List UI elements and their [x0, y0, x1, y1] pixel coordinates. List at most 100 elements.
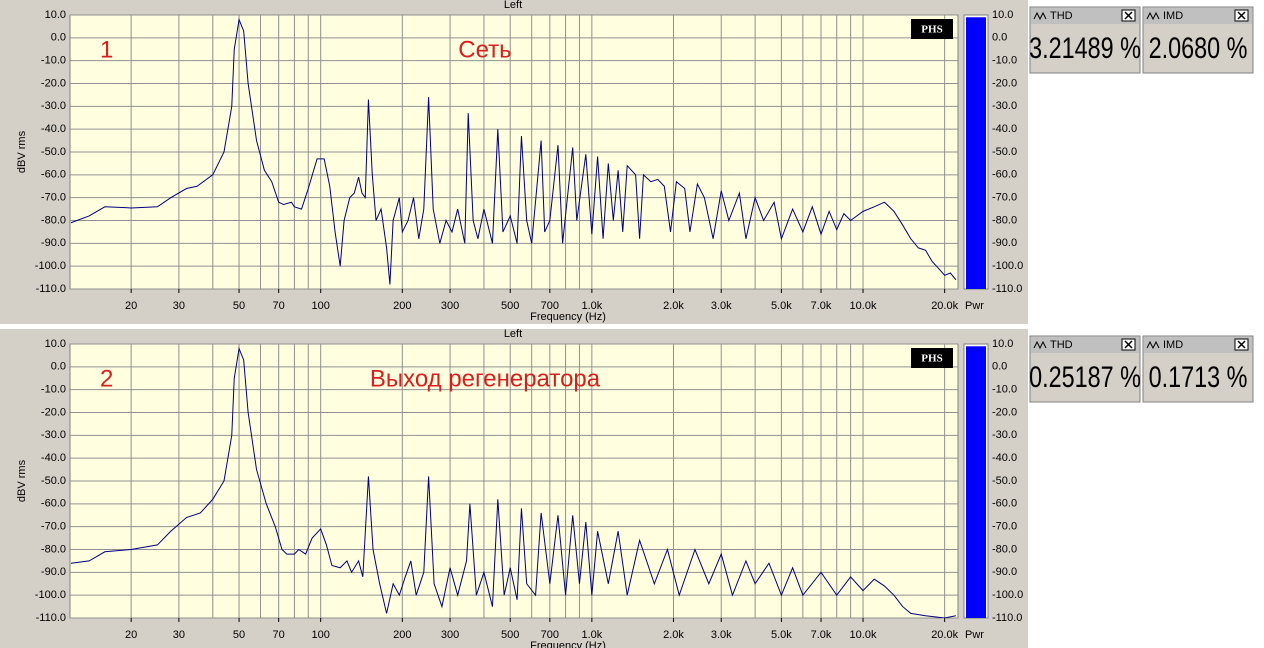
meter-tick-label: -50.0	[992, 475, 1017, 487]
x-tick-label: 5.0k	[771, 629, 792, 641]
readout-icon	[1033, 340, 1047, 350]
readout-value: 0.1713 %	[1149, 360, 1248, 393]
meter-tick-label: -70.0	[992, 192, 1017, 204]
x-tick-label: 700	[541, 629, 559, 641]
meter-tick-label: -10.0	[992, 384, 1017, 396]
annotation: Сеть	[458, 36, 511, 63]
x-tick-label: 700	[541, 300, 559, 312]
x-tick-label: 2.0k	[663, 629, 684, 641]
readout-title: IMD	[1163, 339, 1183, 351]
x-tick-label: 3.0k	[711, 300, 732, 312]
y-tick-label: -40.0	[41, 123, 66, 135]
close-icon	[1237, 11, 1246, 20]
meter-tick-label: -10.0	[992, 55, 1017, 67]
readout-icon	[1033, 11, 1047, 21]
x-tick-label: 20	[125, 300, 137, 312]
meter-tick-label: -50.0	[992, 146, 1017, 158]
x-tick-label: 10.0k	[850, 300, 877, 312]
meter-tick-label: -90.0	[992, 566, 1017, 578]
x-tick-label: 30	[173, 629, 185, 641]
readout-icon	[1146, 11, 1160, 21]
x-tick-label: 20.0k	[931, 300, 958, 312]
x-tick-label: 1.0k	[581, 300, 602, 312]
y-tick-label: -110.0	[36, 283, 66, 295]
x-tick-label: 100	[312, 629, 330, 641]
meter-tick-label: -60.0	[992, 169, 1017, 181]
meter-label: Pwr	[965, 629, 984, 641]
x-tick-label: 2.0k	[663, 300, 684, 312]
x-tick-label: 7.0k	[811, 300, 832, 312]
y-tick-label: -100.0	[35, 260, 66, 272]
y-tick-label: -10.0	[41, 384, 66, 396]
y-tick-label: 10.0	[45, 9, 66, 21]
close-icon	[1237, 340, 1246, 349]
y-tick-label: -30.0	[41, 100, 66, 112]
readout-header	[1144, 8, 1252, 24]
meter-tick-label: -20.0	[992, 77, 1017, 89]
y-tick-label: -90.0	[41, 237, 66, 249]
spectrum-line	[70, 346, 956, 618]
x-axis-label: Frequency (Hz)	[530, 311, 606, 323]
annotation: 1	[100, 36, 113, 63]
meter-tick-label: -40.0	[992, 123, 1017, 135]
logo-box	[911, 19, 953, 39]
y-tick-label: 0.0	[51, 361, 66, 373]
meter-tick-label: -100.0	[992, 589, 1023, 601]
meter-tick-label: -100.0	[992, 260, 1023, 272]
meter-tick-label: -20.0	[992, 406, 1017, 418]
meter-tick-label: 0.0	[992, 361, 1007, 373]
x-tick-label: 70	[273, 629, 285, 641]
y-tick-label: 10.0	[45, 338, 66, 350]
y-tick-label: -60.0	[41, 498, 66, 510]
meter-tick-label: 0.0	[992, 32, 1007, 44]
y-tick-label: -70.0	[41, 192, 66, 204]
readout-title: THD	[1050, 339, 1073, 351]
x-tick-label: 30	[173, 300, 185, 312]
readout-header	[1144, 337, 1252, 353]
close-icon	[1124, 11, 1133, 20]
y-tick-label: -40.0	[41, 452, 66, 464]
x-tick-label: 500	[501, 300, 519, 312]
meter-tick-label: -110.0	[992, 612, 1022, 624]
y-tick-label: -20.0	[41, 77, 66, 89]
meter-tick-label: -90.0	[992, 237, 1017, 249]
x-tick-label: 300	[441, 629, 459, 641]
x-tick-label: 20	[125, 629, 137, 641]
x-tick-label: 200	[393, 300, 411, 312]
x-tick-label: 50	[233, 629, 245, 641]
readout-icon	[1146, 340, 1160, 350]
x-tick-label: 50	[233, 300, 245, 312]
meter-tick-label: -70.0	[992, 521, 1017, 533]
meter-bar	[966, 17, 986, 290]
y-tick-label: -60.0	[41, 169, 66, 181]
x-tick-label: 20.0k	[931, 629, 958, 641]
y-tick-label: -110.0	[36, 612, 66, 624]
readout-title: IMD	[1163, 10, 1183, 22]
readout-title: THD	[1050, 10, 1073, 22]
meter-tick-label: -30.0	[992, 100, 1017, 112]
meter-tick-label: -60.0	[992, 498, 1017, 510]
y-tick-label: 0.0	[51, 32, 66, 44]
y-tick-label: -80.0	[41, 214, 66, 226]
x-tick-label: 10.0k	[850, 629, 877, 641]
x-tick-label: 1.0k	[581, 629, 602, 641]
x-tick-label: 100	[312, 300, 330, 312]
annotation: Выход регенератора	[370, 365, 601, 392]
readout-value: 2.0680 %	[1149, 31, 1248, 64]
meter-tick-label: -80.0	[992, 543, 1017, 555]
x-tick-label: 70	[273, 300, 285, 312]
y-tick-label: -80.0	[41, 543, 66, 555]
x-tick-label: 7.0k	[811, 629, 832, 641]
y-tick-label: -20.0	[41, 406, 66, 418]
chart-title: Left	[504, 0, 522, 11]
y-tick-label: -30.0	[41, 429, 66, 441]
x-axis-label: Frequency (Hz)	[530, 640, 606, 648]
y-tick-label: -100.0	[35, 589, 66, 601]
meter-bar	[966, 346, 986, 618]
y-axis-label: dBV rms	[16, 459, 28, 502]
meter-label: Pwr	[965, 300, 984, 312]
meter-tick-label: 10.0	[992, 338, 1013, 350]
y-tick-label: -70.0	[41, 521, 66, 533]
x-tick-label: 500	[501, 629, 519, 641]
